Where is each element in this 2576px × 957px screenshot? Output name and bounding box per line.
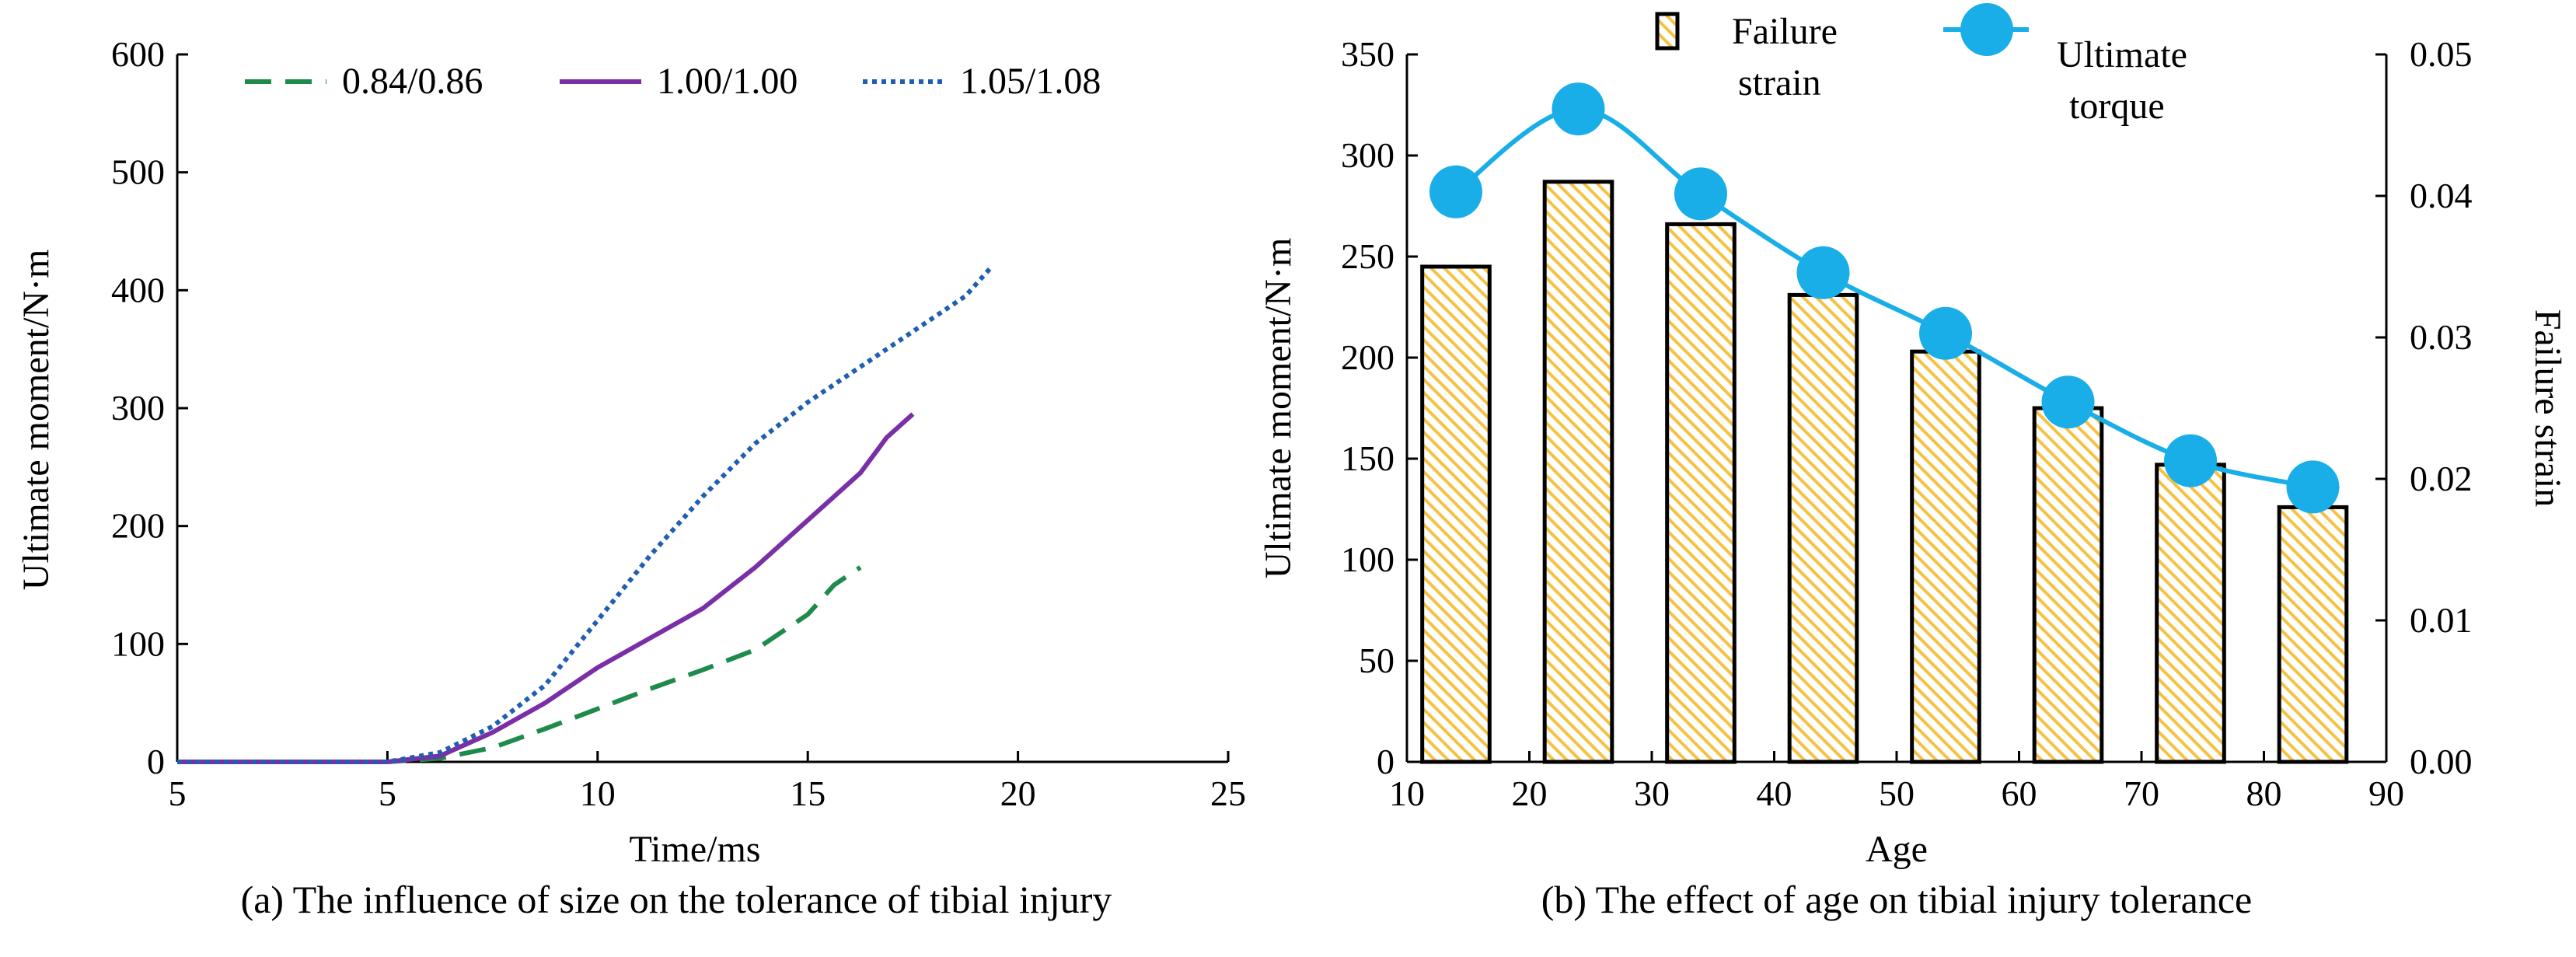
legend-swatch-failure-strain (1655, 12, 1680, 51)
panel-b-x-tick-label: 50 (1879, 774, 1915, 813)
failure-strain-bar-age-34 (1665, 222, 1737, 764)
series-line-1-00-1-00 (177, 412, 915, 764)
failure-strain-bar-age-24 (1542, 180, 1614, 764)
panel-b-x-tick-label: 30 (1634, 774, 1670, 813)
panel-b-left-tick-label: 250 (1341, 236, 1394, 276)
legend-label-strain: strain (1738, 62, 1821, 103)
panel-b-right-tick-label: 0.04 (2410, 176, 2473, 215)
legend-label-ultimate: Ultimate (2057, 34, 2187, 75)
panel-a-x-tick-label: 20 (1000, 774, 1036, 813)
legend-label-0.84-0.86: 0.84/0.86 (342, 61, 483, 102)
panel-a-x-tick-label: 25 (1210, 774, 1246, 813)
ultimate-torque-point-age-84 (2286, 460, 2340, 514)
panel-a-y-ticks: 0 100 200 300 400 500 600 (111, 34, 188, 781)
ultimate-torque-point-age-34 (1674, 167, 1727, 221)
legend-label-1.00-1.00: 1.00/1.00 (657, 61, 798, 102)
legend-label-1.05-1.08: 1.05/1.08 (960, 61, 1101, 102)
panel-a-y-tick-label: 600 (111, 34, 165, 74)
panel-b-right-ticks: 0.00 0.01 0.02 0.03 0.04 0.05 (2375, 34, 2473, 781)
panel-a-legend: 0.84/0.86 1.00/1.00 1.05/1.08 (245, 61, 1101, 102)
legend-label-failure: Failure (1732, 11, 1838, 52)
panel-a-x-tick-label: 5 (169, 774, 187, 813)
ultimate-torque-point-age-54 (1919, 306, 1972, 360)
panel-a-axes (176, 54, 1228, 763)
ultimate-torque-point-age-24 (1552, 82, 1605, 136)
panel-b-x-tick-label: 60 (2002, 774, 2037, 813)
failure-strain-bar-age-14 (1420, 264, 1492, 764)
failure-strain-bar-age-54 (1910, 349, 1981, 764)
panel-b-right-tick-label: 0.03 (2410, 317, 2473, 357)
panel-b-x-tick-label: 20 (1512, 774, 1548, 813)
panel-b-x-tick-label: 10 (1389, 774, 1425, 813)
panel-a-y-tick-label: 100 (111, 623, 165, 663)
panel-b-caption: (b) The effect of age on tibial injury t… (1541, 878, 2252, 921)
panel-a-caption: (a) The influence of size on the toleran… (241, 878, 1112, 921)
failure-strain-bar-age-84 (2277, 505, 2349, 764)
panel-a-x-tick-label: 15 (790, 774, 826, 813)
panel-a-y-tick-label: 500 (111, 152, 165, 192)
panel-b-right-tick-label: 0.05 (2410, 34, 2473, 74)
series-line-1-05-1-08 (177, 265, 994, 764)
panel-b-x-tick-label: 70 (2124, 774, 2159, 813)
panel-b-y2-label: Failure strain (2527, 309, 2568, 508)
failure-strain-bar-age-44 (1787, 292, 1859, 764)
panel-b-left-tick-label: 50 (1359, 641, 1394, 680)
panel-b-left-tick-label: 350 (1341, 34, 1394, 74)
ultimate-torque-point-age-14 (1429, 165, 1482, 218)
panel-a-y-tick-label: 200 (111, 506, 165, 546)
panel-a-y-tick-label: 400 (111, 270, 165, 309)
panel-a-y-tick-label: 0 (147, 742, 165, 781)
legend-label-torque: torque (2069, 86, 2165, 127)
panel-b-right-tick-label: 0.02 (2410, 459, 2473, 498)
panel-a-x-tick-label: 10 (580, 774, 616, 813)
panel-a-y-label: Ultimate moment/N·m (16, 250, 57, 591)
panel-b-x-ticks: 10 20 30 40 50 60 70 80 90 (1389, 751, 2404, 813)
panel-a-x-label: Time/ms (630, 829, 761, 870)
panel-b-left-tick-label: 100 (1341, 540, 1394, 579)
series-line-0-84-0-86 (177, 565, 862, 764)
panel-b-x-tick-label: 80 (2246, 774, 2282, 813)
panel-a-y-tick-label: 300 (111, 388, 165, 428)
ultimate-torque-point-age-64 (2041, 375, 2095, 429)
panel-b-right-tick-label: 0.01 (2410, 600, 2473, 640)
failure-strain-bar-age-64 (2032, 406, 2104, 764)
legend-swatch-ultimate-torque-marker (1960, 3, 2013, 56)
panel-b-legend: Failure strain Ultimate torque (1655, 3, 2187, 127)
panel-b-left-tick-label: 200 (1341, 337, 1394, 377)
panel-a-size-influence: 0 100 200 300 400 500 600 5 5 10 15 20 25 Ultimate … (16, 34, 1246, 921)
ultimate-torque-point-age-74 (2164, 434, 2217, 487)
panel-a-x-tick-label: 5 (379, 774, 396, 813)
failure-strain-bar-age-74 (2155, 463, 2226, 764)
panel-b-left-ticks: 0 50 100 150 200 250 300 350 (1341, 34, 1418, 781)
panel-b-right-tick-label: 0.00 (2410, 742, 2473, 781)
panel-b-y-label: Ultimate moment/N·m (1258, 238, 1299, 579)
panel-b-left-tick-label: 0 (1377, 742, 1394, 781)
panel-b-x-label: Age (1866, 829, 1928, 870)
panel-a-series (177, 265, 994, 764)
ultimate-torque-point-age-44 (1796, 246, 1850, 299)
panel-a-x-ticks: 5 5 10 15 20 25 (169, 751, 1246, 813)
panel-b-ultimate-torque-line (1429, 82, 2340, 514)
panel-b-bars (1420, 180, 2349, 764)
panel-b-left-tick-label: 150 (1341, 438, 1394, 478)
panel-b-left-tick-label: 300 (1341, 135, 1394, 175)
panel-b-x-tick-label: 40 (1757, 774, 1792, 813)
panel-b-x-tick-label: 90 (2368, 774, 2404, 813)
